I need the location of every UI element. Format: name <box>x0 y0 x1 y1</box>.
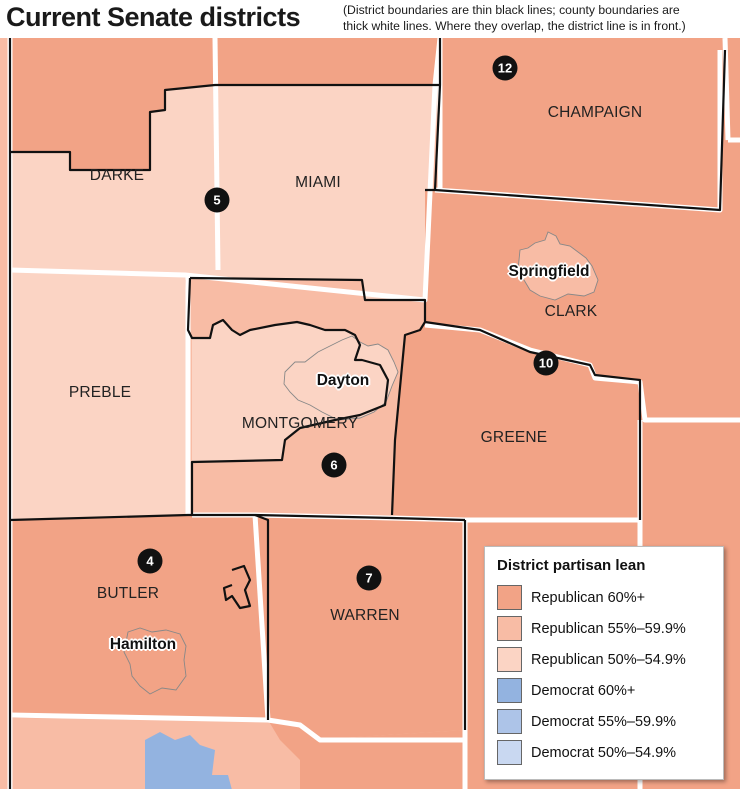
legend-item: Democrat 60%+ <box>497 675 711 706</box>
legend-label: Democrat 55%–59.9% <box>531 713 677 730</box>
legend-item: Republican 60%+ <box>497 582 711 613</box>
map-note-line-1: (District boundaries are thin black line… <box>343 3 680 17</box>
district-marker-12: 12 <box>492 55 518 81</box>
city-label-dayton: Dayton <box>316 372 370 389</box>
legend-label: Republican 55%–59.9% <box>531 620 686 637</box>
county-label-montgomery: MONTGOMERY <box>241 415 359 432</box>
county-label-darke: DARKE <box>89 167 145 184</box>
district-southeast <box>280 730 465 789</box>
county-label-preble: PREBLE <box>68 384 132 401</box>
hamilton-city-outline <box>123 627 187 695</box>
district-marker-4: 4 <box>137 548 163 574</box>
district-6-montgomery <box>190 278 425 515</box>
legend-swatch-dem60 <box>497 678 522 703</box>
district-7-warren <box>255 515 465 740</box>
legend-label: Republican 50%–54.9% <box>531 651 686 668</box>
springfield-city-outline <box>517 231 599 301</box>
county-label-butler: BUTLER <box>96 585 160 602</box>
county-label-warren: WARREN <box>330 607 400 624</box>
page-title: Current Senate districts <box>6 2 301 32</box>
county-label-clark: CLARK <box>544 303 598 320</box>
legend-swatch-dem55 <box>497 709 522 734</box>
legend-label: Democrat 50%–54.9% <box>531 744 677 761</box>
legend-item: Republican 50%–54.9% <box>497 644 711 675</box>
district-marker-10: 10 <box>533 350 559 376</box>
dayton-city-outline <box>283 335 399 421</box>
district-marker-7: 7 <box>356 565 382 591</box>
legend-swatch-dem50 <box>497 740 522 765</box>
district-12-darke-part <box>10 38 440 170</box>
legend: District partisan lean Republican 60%+ R… <box>484 546 724 780</box>
county-label-greene: GREENE <box>480 429 548 446</box>
district-5 <box>10 85 440 520</box>
district-boundaries <box>8 38 727 789</box>
district-4-butler <box>10 515 268 720</box>
legend-swatch-rep50 <box>497 647 522 672</box>
county-label-champaign: CHAMPAIGN <box>547 104 643 121</box>
legend-label: Republican 60%+ <box>531 589 646 606</box>
legend-item: Republican 55%–59.9% <box>497 613 711 644</box>
county-label-miami: MIAMI <box>295 174 341 191</box>
district-10-greene <box>392 322 640 520</box>
legend-swatch-rep60 <box>497 585 522 610</box>
legend-item: Democrat 55%–59.9% <box>497 706 711 737</box>
map-note: (District boundaries are thin black line… <box>343 3 739 34</box>
district-marker-6: 6 <box>321 452 347 478</box>
city-label-hamilton: Hamilton <box>109 636 177 653</box>
map-note-line-2: thick white lines. Where they overlap, t… <box>343 18 686 33</box>
legend-label: Democrat 60%+ <box>531 682 636 699</box>
district-democrat-south <box>145 732 232 789</box>
legend-title: District partisan lean <box>497 557 646 574</box>
city-label-springfield: Springfield <box>508 263 590 280</box>
legend-item: Democrat 50%–54.9% <box>497 737 711 768</box>
legend-swatch-rep55 <box>497 616 522 641</box>
district-marker-5: 5 <box>204 187 230 213</box>
